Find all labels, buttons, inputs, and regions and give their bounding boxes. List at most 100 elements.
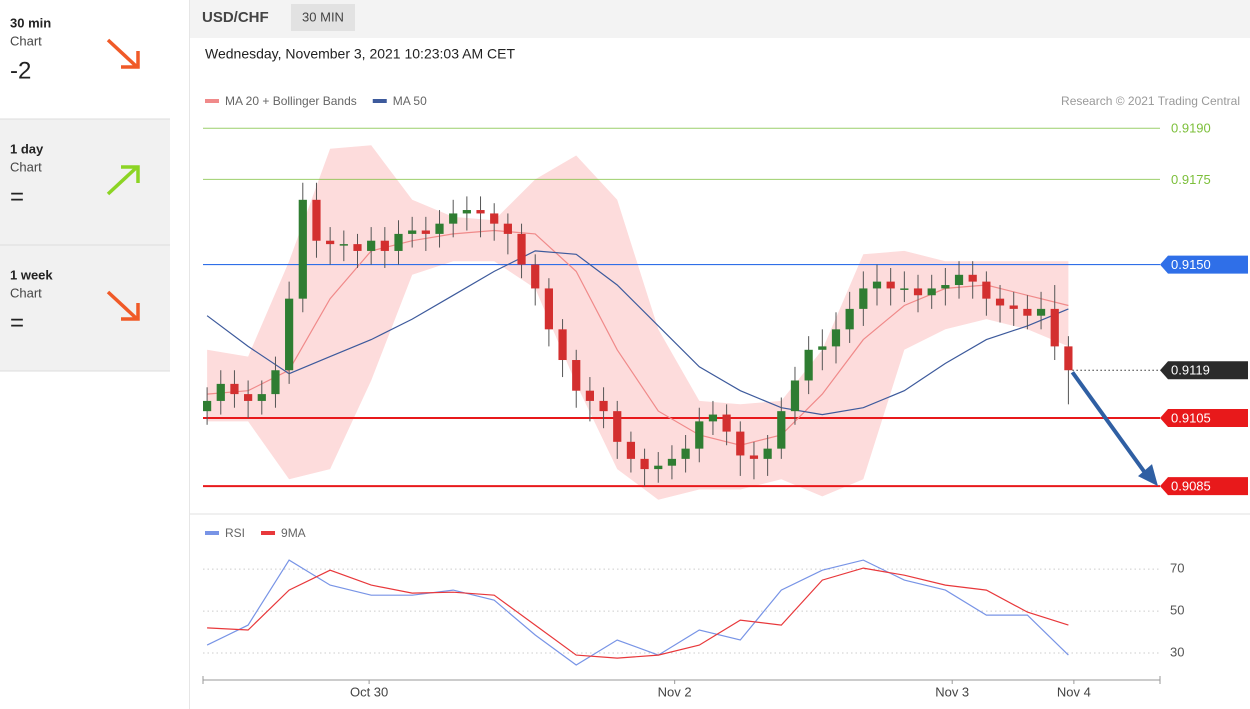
candle-body	[900, 288, 909, 290]
candle-body	[1023, 308, 1032, 316]
indicator-line	[206, 559, 1069, 666]
candle-body	[777, 411, 786, 449]
signal-value: =	[10, 309, 24, 336]
candle-body	[449, 213, 458, 224]
candle-body	[613, 411, 622, 442]
candle-body	[462, 210, 471, 214]
candle-body	[1009, 305, 1018, 309]
symbol: USD/CHF	[202, 9, 269, 26]
candle-body	[326, 240, 335, 245]
candle-body	[968, 274, 977, 282]
timeframe-label[interactable]: 1 day	[10, 141, 44, 156]
last-price-label: 0.9119	[1171, 363, 1210, 378]
candle-body	[872, 281, 882, 289]
candle-body	[353, 244, 362, 251]
candle-body	[339, 244, 348, 246]
candle-body	[667, 458, 677, 466]
timeframe[interactable]: 30 MIN	[302, 9, 344, 24]
candle-body	[271, 370, 280, 395]
candle-body	[285, 298, 294, 371]
legend-label: MA 50	[393, 94, 427, 108]
level-label: 0.9085	[1171, 479, 1211, 494]
candle-body	[804, 349, 813, 381]
x-tick-label: Nov 3	[935, 684, 969, 699]
candle-body	[681, 448, 690, 459]
candle-body	[312, 199, 321, 241]
candle-body	[927, 288, 936, 296]
bollinger-band	[207, 145, 1069, 500]
candle-body	[230, 383, 239, 395]
header-bar	[190, 0, 1250, 38]
candle-body	[941, 285, 950, 289]
level-box	[1160, 255, 1248, 274]
candle-body	[859, 288, 868, 309]
trend-arrow	[106, 165, 140, 196]
candle-body	[654, 465, 663, 470]
candle-body	[421, 230, 430, 234]
candle-body	[763, 448, 772, 459]
candle-body	[790, 380, 800, 412]
candle-body	[818, 346, 827, 350]
chart-label: Chart	[10, 33, 42, 48]
level-label: 0.9175	[1171, 172, 1211, 187]
candle-body	[503, 223, 512, 234]
candle-body	[367, 240, 376, 251]
candle-body	[244, 394, 253, 401]
indicator-line	[207, 567, 1069, 659]
candle-body	[736, 431, 745, 456]
moving-average	[206, 250, 1069, 416]
level-label: 0.9190	[1171, 121, 1211, 136]
chart-label: Chart	[10, 159, 42, 174]
candle-body	[572, 360, 581, 391]
forecast-arrow	[1070, 371, 1148, 476]
y-tick-label: 50	[1170, 603, 1184, 618]
candle-body	[216, 383, 225, 401]
x-tick-label: Nov 4	[1057, 684, 1091, 699]
level-label: 0.9150	[1171, 257, 1211, 272]
candle-body	[531, 264, 540, 289]
x-tick-label: Nov 2	[658, 684, 692, 699]
candle-body	[626, 441, 636, 459]
legend-label: 9MA	[281, 526, 306, 540]
chart-label: Chart	[10, 285, 42, 300]
level-label: 0.9105	[1171, 410, 1211, 425]
candle-body	[831, 329, 841, 347]
legend-swatch	[205, 531, 219, 535]
candle-body	[517, 233, 526, 265]
candle-body	[708, 414, 718, 422]
y-tick-label: 70	[1170, 561, 1184, 576]
candle-body	[749, 455, 759, 459]
timeframe-label[interactable]: 30 min	[10, 15, 51, 30]
x-tick-label: Oct 30	[350, 684, 388, 699]
moving-average	[207, 229, 1069, 446]
candle-body	[845, 308, 854, 330]
signal-value: -2	[10, 57, 31, 84]
candle-body	[995, 298, 1005, 306]
candle-body	[1064, 346, 1073, 371]
datetime: Wednesday, November 3, 2021 10:23:03 AM …	[205, 46, 515, 62]
timeframe-chip[interactable]	[291, 4, 355, 31]
candle-body	[886, 281, 895, 289]
credit: Research © 2021 Trading Central	[1061, 94, 1240, 108]
candle-body	[408, 230, 417, 234]
candle-body	[298, 199, 307, 299]
candle-body	[722, 414, 731, 432]
last-price-box	[1160, 361, 1248, 380]
candle-body	[435, 223, 444, 234]
candle-body	[585, 390, 595, 401]
level-box	[1160, 408, 1248, 427]
legend-swatch	[372, 99, 387, 103]
timeframe-label[interactable]: 1 week	[10, 267, 53, 282]
candle-body	[490, 213, 499, 224]
candle-body	[394, 233, 403, 251]
candle-body	[640, 458, 649, 470]
legend-swatch	[261, 531, 276, 535]
candle-body	[982, 281, 991, 299]
trend-arrow	[106, 290, 140, 321]
signal-value: =	[10, 183, 24, 210]
candle-body	[257, 394, 266, 401]
legend-label: RSI	[225, 526, 245, 540]
candle-body	[203, 400, 212, 412]
candle-body	[599, 400, 608, 412]
